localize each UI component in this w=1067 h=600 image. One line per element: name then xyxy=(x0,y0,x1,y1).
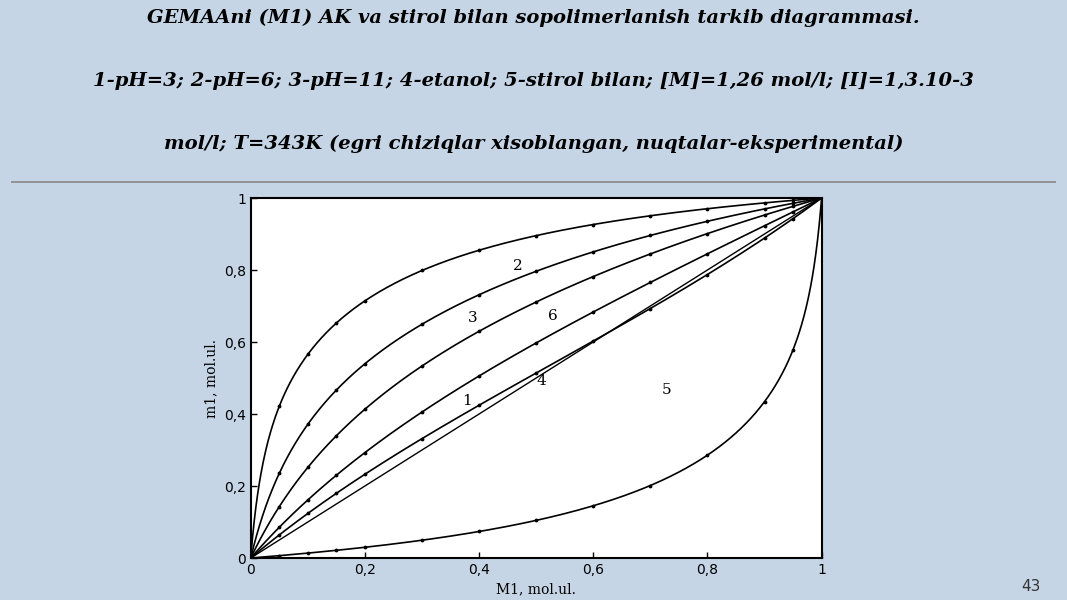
Text: 1-pH=3; 2-pH=6; 3-pH=11; 4-etanol; 5-stirol bilan; [M]=1,26 mol/l; [I]=1,3.10-3: 1-pH=3; 2-pH=6; 3-pH=11; 4-etanol; 5-sti… xyxy=(93,72,974,90)
Text: GEMAAni (M1) AK va stirol bilan sopolimerlanish tarkib diagrammasi.: GEMAAni (M1) AK va stirol bilan sopolime… xyxy=(147,9,920,27)
Text: 5: 5 xyxy=(662,383,671,397)
Text: 2: 2 xyxy=(513,259,523,273)
Text: 6: 6 xyxy=(547,310,557,323)
Text: mol/l; T=343K (egri chiziqlar xisoblangan, nuqtalar-eksperimental): mol/l; T=343K (egri chiziqlar xisoblanga… xyxy=(163,135,904,153)
Text: 3: 3 xyxy=(467,311,477,325)
X-axis label: M1, mol.ul.: M1, mol.ul. xyxy=(496,583,576,596)
Text: 4: 4 xyxy=(537,374,546,388)
Text: 43: 43 xyxy=(1021,579,1040,594)
Y-axis label: m1, mol.ul.: m1, mol.ul. xyxy=(204,338,219,418)
Text: 1: 1 xyxy=(462,394,472,408)
